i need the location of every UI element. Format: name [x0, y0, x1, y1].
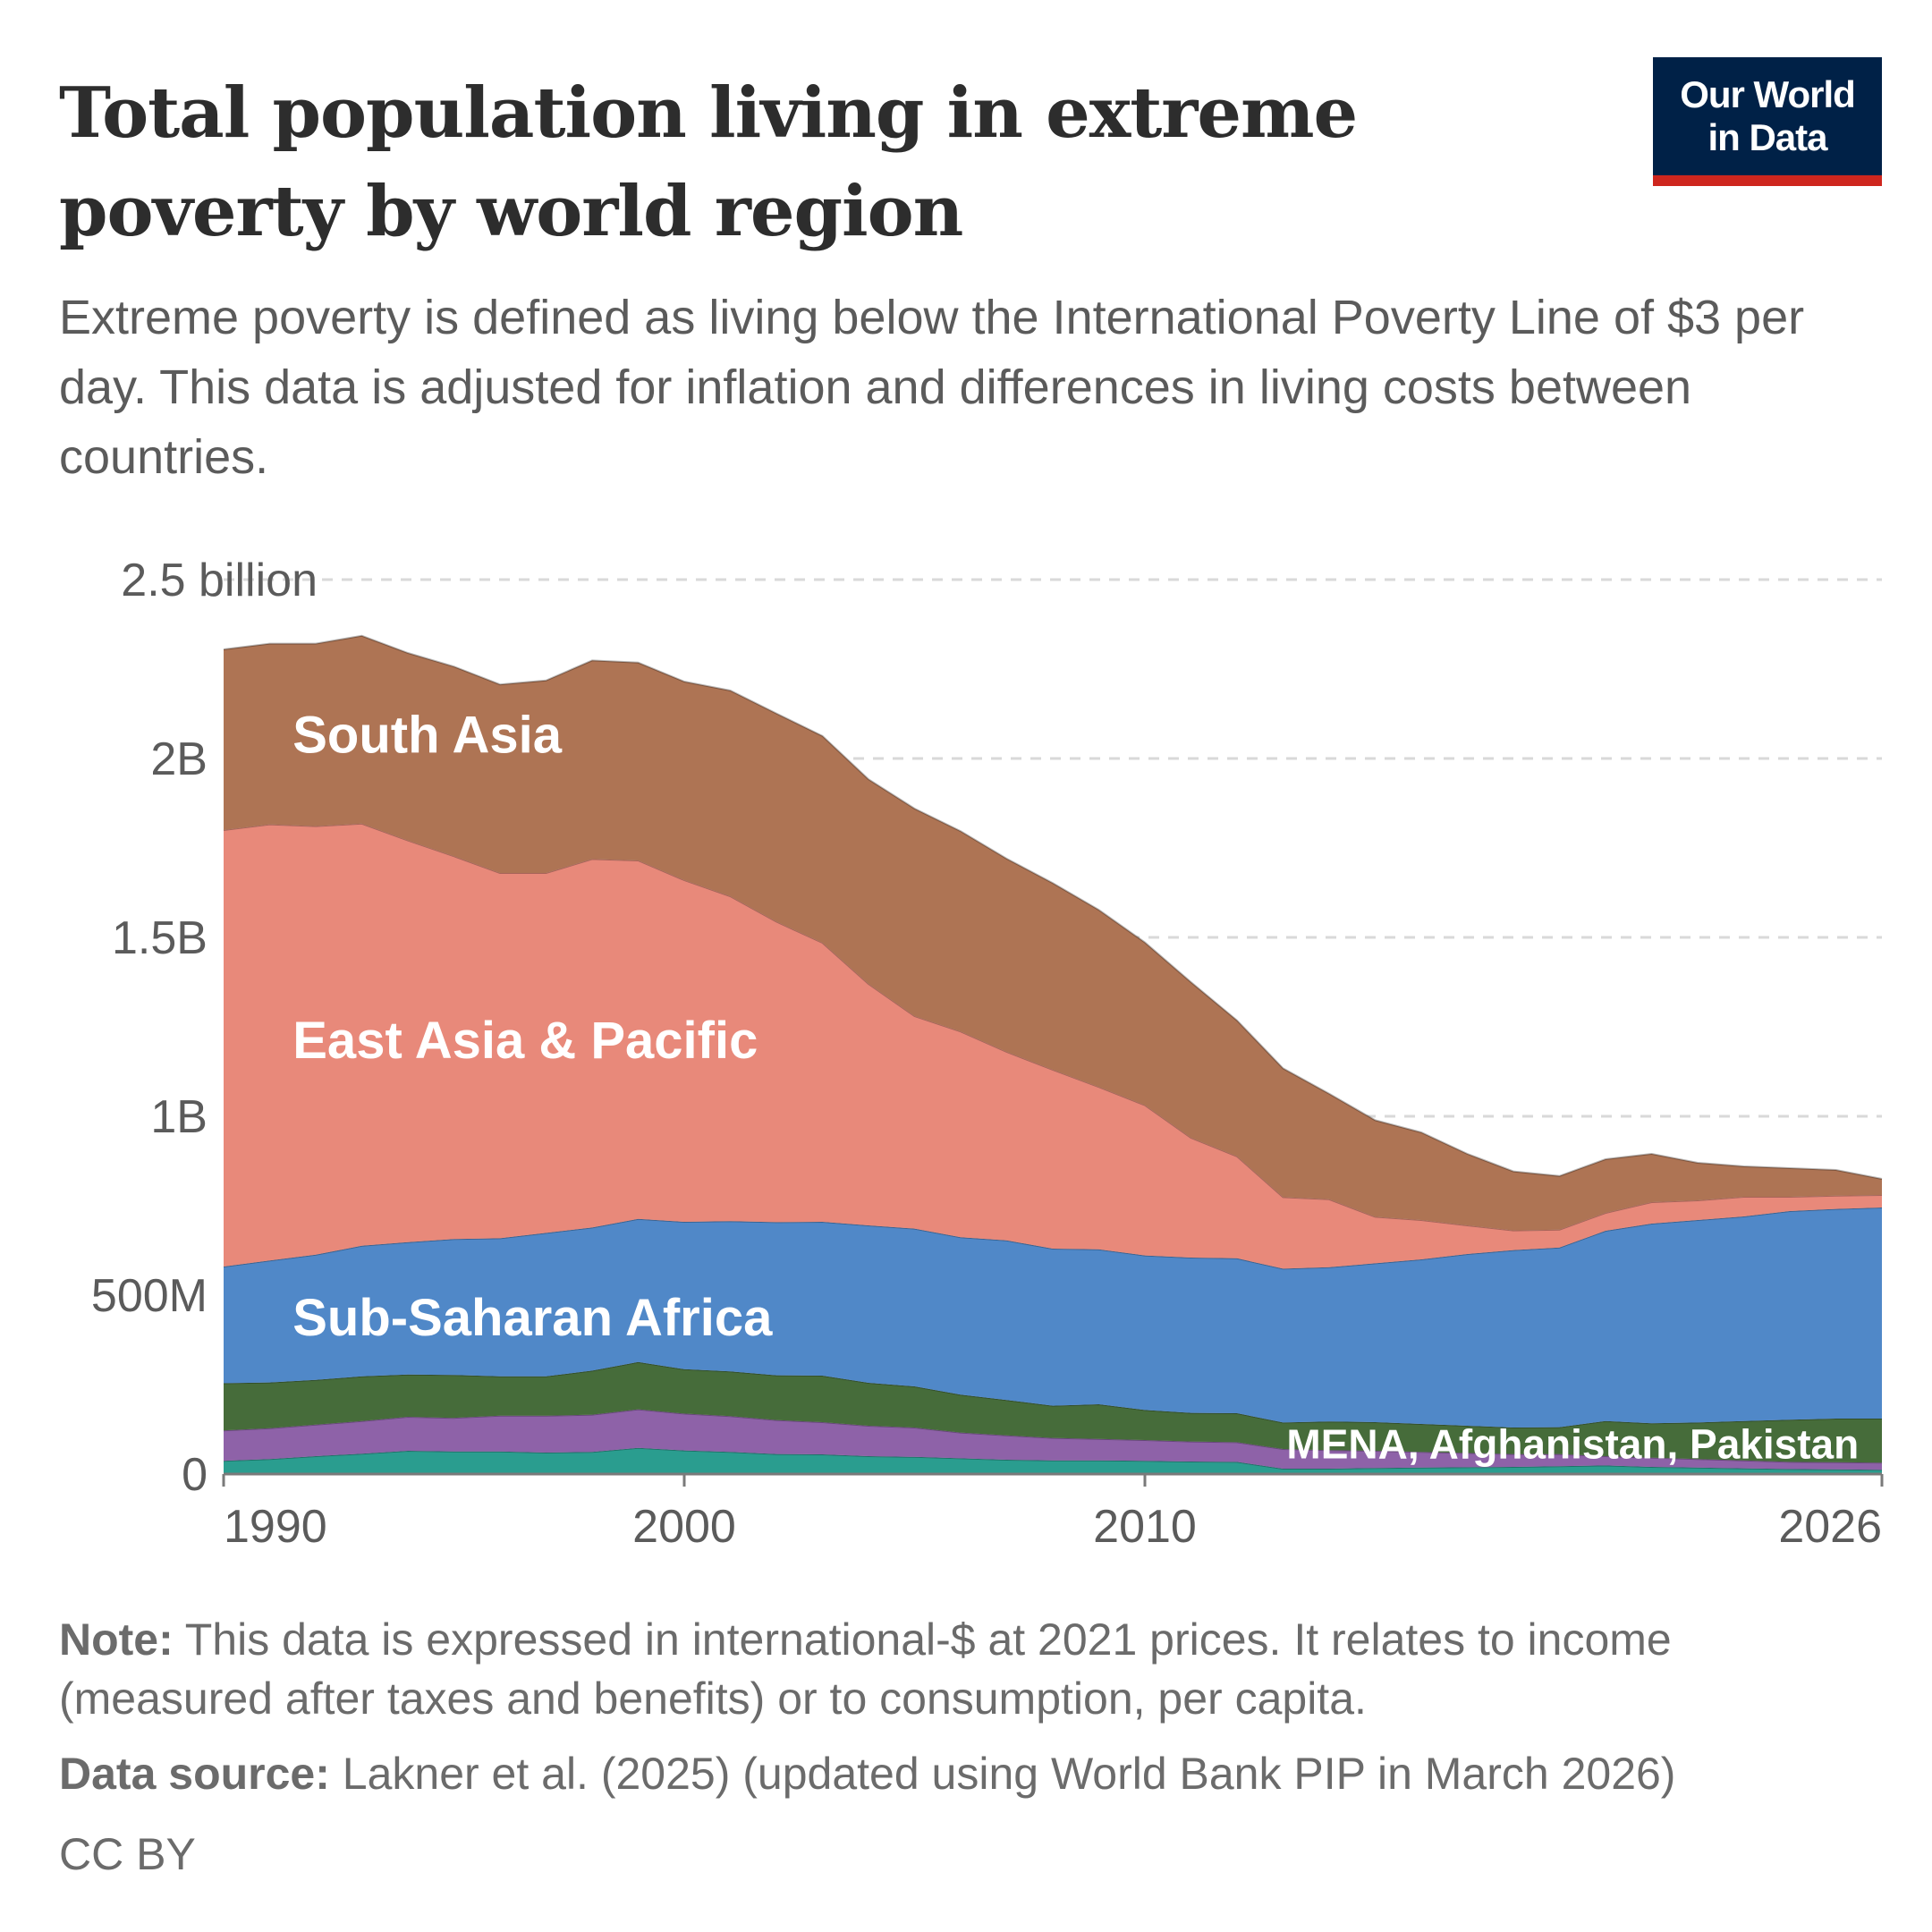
y-tick-label: 1B — [150, 1091, 208, 1143]
chart-title: Total population living in extreme pover… — [59, 72, 1358, 252]
x-tick-label: 2026 — [1778, 1501, 1882, 1553]
y-tick-label: 2.5 billion — [121, 555, 318, 606]
x-tick-label: 2000 — [632, 1501, 736, 1553]
license[interactable]: CC BY — [59, 1829, 196, 1879]
y-tick-label: 1.5B — [112, 912, 208, 964]
y-tick-label: 2B — [150, 733, 208, 785]
series-label: South Asia — [292, 707, 563, 765]
data-source: Data source: Lakner et al. (2025) (updat… — [59, 1744, 1884, 1803]
series-label: East Asia & Pacific — [292, 1012, 758, 1070]
area-east-asia-pacific[interactable] — [224, 823, 1882, 1269]
area-series — [223, 634, 1883, 1474]
series-labels: South Asia East Asia & Pacific Sub-Saharan… — [292, 707, 1859, 1468]
area-south-asia[interactable] — [224, 635, 1882, 1231]
owid-logo[interactable]: Our World in Data — [1653, 57, 1882, 186]
area-edge — [223, 634, 1883, 1180]
source-text: Lakner et al. (2025) (updated using Worl… — [329, 1749, 1676, 1799]
area-mena-afghanistan-pakistan[interactable] — [224, 1361, 1882, 1463]
note: Note: This data is expressed in internat… — [59, 1610, 1884, 1728]
stacked-area-chart: 0 500M 1B 1.5B 2B 2.5 billion 1990 2000 2010 202… — [91, 555, 1884, 1553]
area-sub-saharan-africa[interactable] — [224, 1208, 1882, 1428]
y-axis-ticks: 0 500M 1B 1.5B 2B 2.5 billion — [91, 555, 318, 1501]
area-series-1[interactable] — [224, 1409, 1882, 1470]
x-tick-label: 2010 — [1093, 1501, 1197, 1553]
x-tick-label: 1990 — [224, 1501, 327, 1553]
chart-subtitle: Extreme poverty is defined as living bel… — [59, 291, 1805, 484]
series-label: Sub-Saharan Africa — [292, 1289, 773, 1347]
note-label: Note: — [59, 1614, 174, 1665]
logo-line-2: in Data — [1707, 116, 1827, 158]
series-label: MENA, Afghanistan, Pakistan — [1286, 1421, 1859, 1468]
x-axis: 1990 2000 2010 2026 — [222, 1472, 1884, 1553]
logo-line-1: Our World — [1680, 73, 1856, 115]
area-series-0[interactable] — [224, 1447, 1882, 1474]
y-tick-label: 0 — [182, 1449, 208, 1501]
y-tick-label: 500M — [91, 1270, 208, 1322]
logo-text: Our World in Data — [1680, 73, 1856, 159]
note-text: This data is expressed in international-… — [59, 1614, 1672, 1724]
source-label: Data source: — [59, 1749, 330, 1799]
